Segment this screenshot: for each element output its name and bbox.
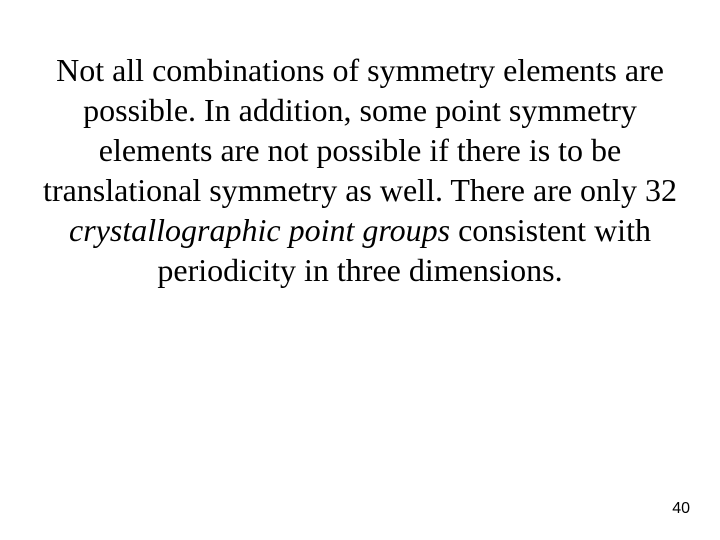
- slide-container: Not all combinations of symmetry element…: [0, 0, 720, 540]
- page-number: 40: [672, 500, 690, 518]
- body-text-pre: Not all combinations of symmetry element…: [43, 52, 677, 208]
- body-text-italic: crystallographic point groups: [69, 212, 450, 248]
- body-paragraph: Not all combinations of symmetry element…: [40, 50, 680, 290]
